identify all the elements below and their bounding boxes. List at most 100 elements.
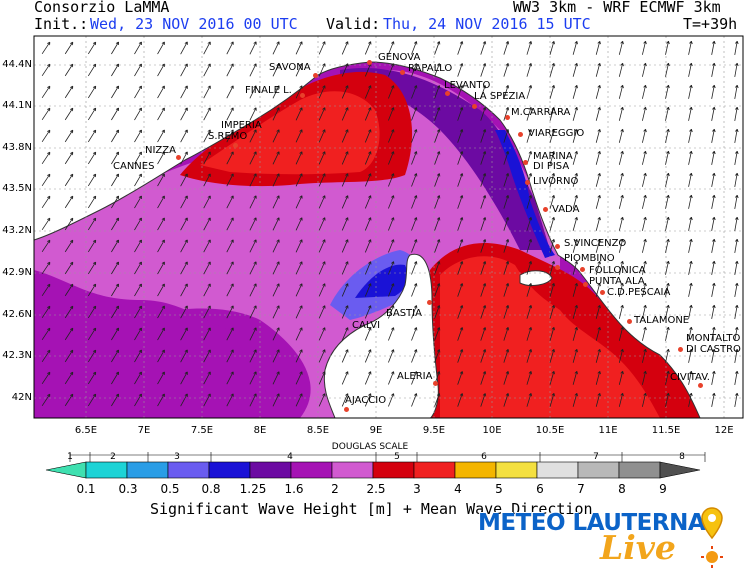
wave-arrow bbox=[549, 305, 556, 319]
place-label: BASTIA bbox=[386, 308, 422, 319]
wave-arrow bbox=[572, 238, 578, 253]
wave-arrow bbox=[388, 41, 395, 55]
wave-arrow bbox=[572, 304, 578, 319]
wave-arrow bbox=[711, 326, 716, 341]
wave-arrow bbox=[618, 194, 624, 209]
wave-arrow bbox=[295, 349, 303, 363]
wave-arrow bbox=[457, 129, 464, 143]
wave-arrow bbox=[711, 370, 716, 385]
wave-arrow bbox=[203, 107, 211, 121]
wave-arrow bbox=[203, 261, 211, 275]
wave-arrow bbox=[134, 393, 142, 407]
wave-arrow bbox=[457, 349, 464, 363]
wave-arrow bbox=[457, 371, 464, 385]
wave-arrow bbox=[526, 393, 533, 407]
wave-arrow bbox=[665, 282, 670, 297]
wave-arrow bbox=[595, 304, 601, 319]
city-marker bbox=[433, 381, 438, 386]
wave-arrow bbox=[226, 41, 234, 55]
wave-arrow bbox=[572, 370, 578, 385]
wave-arrow bbox=[549, 151, 556, 165]
wave-arrow bbox=[203, 283, 211, 297]
city-marker bbox=[445, 91, 450, 96]
wave-arrow bbox=[341, 151, 349, 165]
wave-arrow bbox=[388, 327, 395, 341]
wave-arrow bbox=[503, 261, 510, 275]
wave-arrow bbox=[388, 129, 395, 143]
wave-arrow bbox=[526, 261, 533, 275]
wave-arrow bbox=[480, 107, 487, 121]
wave-arrow bbox=[341, 217, 349, 231]
wave-arrow bbox=[180, 393, 188, 407]
wave-arrow bbox=[41, 349, 51, 363]
wave-arrow bbox=[203, 305, 211, 319]
wave-arrow bbox=[388, 261, 395, 275]
wave-arrow bbox=[665, 172, 670, 187]
wave-arrow bbox=[41, 63, 51, 77]
place-label: LIVORNO bbox=[533, 176, 579, 187]
wave-arrow bbox=[87, 371, 97, 385]
legend-value: 0.3 bbox=[118, 482, 138, 496]
city-marker bbox=[400, 70, 405, 75]
wave-arrow bbox=[503, 239, 510, 253]
wave-arrow bbox=[272, 173, 280, 187]
wave-arrow bbox=[503, 107, 510, 121]
wave-arrow bbox=[41, 239, 51, 253]
wave-arrow bbox=[457, 63, 464, 77]
wave-arrow bbox=[734, 304, 739, 319]
wave-arrow bbox=[341, 195, 349, 209]
wave-arrow bbox=[295, 85, 303, 99]
wave-arrow bbox=[665, 392, 670, 407]
wave-arrow bbox=[341, 283, 349, 297]
wave-arrow bbox=[157, 283, 165, 297]
wave-arrow bbox=[665, 40, 670, 55]
place-label: GENOVA bbox=[378, 52, 421, 63]
wave-arrow bbox=[734, 260, 739, 275]
wave-arrow bbox=[272, 195, 280, 209]
wave-arrow bbox=[41, 129, 51, 143]
wave-arrow bbox=[572, 40, 578, 55]
lon-tick: 9E bbox=[369, 425, 383, 436]
wave-arrow bbox=[111, 151, 120, 165]
wave-arrow bbox=[180, 261, 188, 275]
douglas-number: 3 bbox=[174, 452, 180, 462]
wave-arrow bbox=[434, 305, 441, 319]
lat-tick: 44.4N bbox=[2, 59, 32, 70]
douglas-number: 8 bbox=[679, 452, 685, 462]
wave-arrow bbox=[364, 371, 372, 385]
wave-arrow bbox=[595, 348, 601, 363]
wave-arrow bbox=[618, 282, 624, 297]
wave-arrow bbox=[41, 393, 51, 407]
wave-arrow bbox=[665, 260, 670, 275]
wave-arrow bbox=[411, 261, 418, 275]
wave-arrow bbox=[111, 371, 120, 385]
city-marker bbox=[518, 132, 523, 137]
wave-arrow bbox=[549, 349, 556, 363]
wave-arrow bbox=[572, 84, 578, 99]
wave-arrow bbox=[665, 84, 670, 99]
wave-arrow bbox=[87, 305, 97, 319]
place-label: CIVITAV. bbox=[670, 372, 710, 383]
sea-ligurian-4m bbox=[200, 91, 380, 175]
wave-arrow bbox=[341, 85, 349, 99]
legend-value: 3 bbox=[413, 482, 421, 496]
wave-arrow bbox=[203, 41, 211, 55]
wave-arrow bbox=[64, 283, 74, 297]
wave-arrow bbox=[434, 327, 441, 341]
wave-arrow bbox=[595, 326, 601, 341]
wave-arrow bbox=[318, 107, 326, 121]
wave-arrow bbox=[411, 349, 418, 363]
wave-arrow bbox=[295, 261, 303, 275]
wave-arrow bbox=[734, 238, 739, 253]
wave-arrow bbox=[87, 349, 97, 363]
city-marker bbox=[525, 180, 530, 185]
wave-arrow bbox=[688, 238, 693, 253]
wave-arrow bbox=[618, 172, 624, 187]
place-label: C.D.PESCAIA bbox=[607, 287, 671, 298]
legend-value: 0.5 bbox=[160, 482, 180, 496]
wave-arrow bbox=[549, 129, 556, 143]
wave-arrow bbox=[503, 327, 510, 341]
wave-arrow bbox=[203, 393, 211, 407]
wave-arrow bbox=[595, 150, 601, 165]
lat-tick: 43.2N bbox=[2, 225, 32, 236]
